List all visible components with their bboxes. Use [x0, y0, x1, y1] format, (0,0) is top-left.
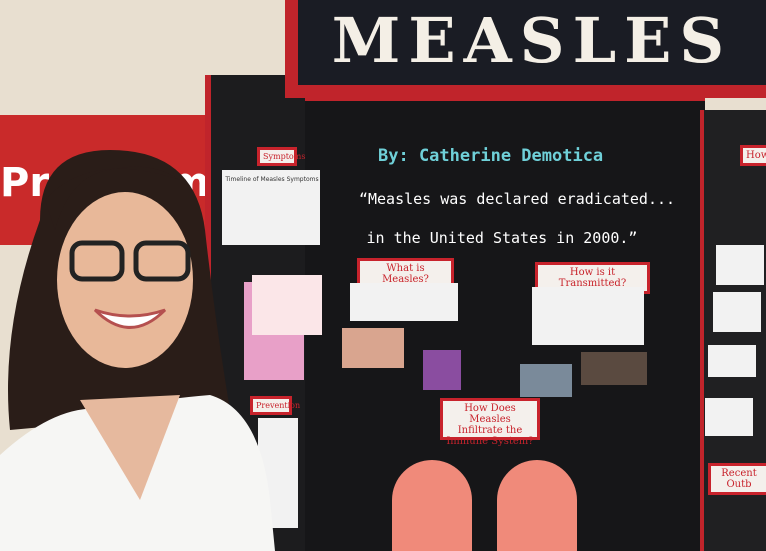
photo-card: [581, 352, 647, 385]
smile: [93, 308, 167, 329]
lungs: [392, 460, 472, 551]
text-card: [716, 245, 764, 285]
title-inner: [298, 0, 766, 85]
text-card: [350, 283, 458, 321]
sticky-notes: [252, 275, 322, 335]
quote-line: “Measles was declared eradicated...: [358, 190, 676, 208]
text-card: [708, 345, 756, 377]
bangs: [45, 166, 180, 230]
text-card: [713, 292, 761, 332]
glasses: [69, 240, 125, 282]
text-card: [532, 287, 644, 345]
section-label: Symptoms: [257, 147, 305, 166]
section-label: How: [740, 145, 766, 166]
text-card: [705, 398, 753, 436]
section-label: How Does Measles Infiltrate the Immune S…: [440, 398, 540, 447]
author: By: Catherine Demotica: [378, 146, 604, 166]
photo-card: [423, 350, 461, 390]
board-title: MEASLES: [331, 4, 733, 77]
quote-line: in the United States in 2000.”: [366, 229, 638, 247]
photo-card: [520, 364, 572, 397]
section-label: Prevention: [250, 396, 300, 415]
glasses: [133, 240, 191, 282]
person: [0, 150, 275, 551]
timeline-title: Timeline of Measles Symptoms: [225, 176, 319, 183]
lungs: [497, 460, 577, 551]
photo-card: [342, 328, 404, 368]
face: [57, 192, 193, 368]
neck: [80, 395, 180, 500]
section-label: Recent Outb: [708, 463, 766, 495]
timeline-card: [222, 170, 320, 245]
